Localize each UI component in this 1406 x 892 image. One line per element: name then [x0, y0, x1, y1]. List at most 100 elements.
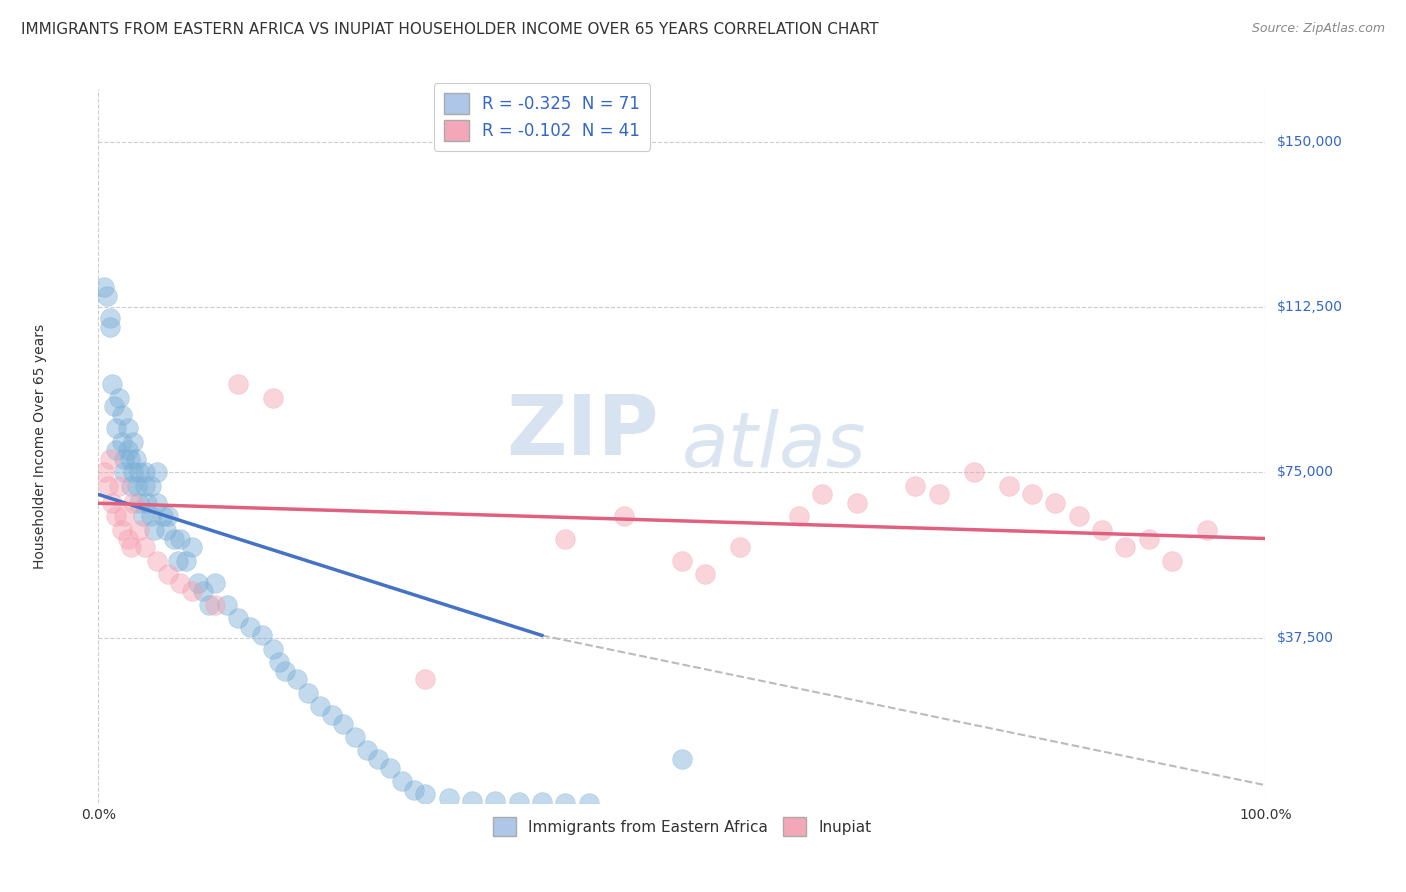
Point — [180, 584, 202, 599]
Point — [125, 478, 148, 492]
Point — [997, 478, 1019, 492]
Text: IMMIGRANTS FROM EASTERN AFRICA VS INUPIAT HOUSEHOLDER INCOME OVER 65 YEARS CORRE: IMMIGRANTS FROM EASTERN AFRICA VS INUPIA… — [21, 22, 879, 37]
Point — [321, 707, 343, 722]
Point — [508, 795, 530, 809]
Point — [356, 743, 378, 757]
Point — [122, 466, 145, 480]
Point — [1021, 487, 1043, 501]
Point — [97, 478, 120, 492]
Point — [262, 391, 284, 405]
Point — [309, 698, 332, 713]
Point — [111, 434, 134, 449]
Point — [1137, 532, 1160, 546]
Point — [128, 496, 150, 510]
Point — [96, 289, 118, 303]
Point — [98, 320, 121, 334]
Point — [285, 673, 308, 687]
Point — [1195, 523, 1218, 537]
Point — [128, 466, 150, 480]
Point — [671, 752, 693, 766]
Point — [118, 452, 141, 467]
Point — [228, 611, 250, 625]
Point — [101, 496, 124, 510]
Point — [152, 509, 174, 524]
Point — [157, 566, 180, 581]
Point — [146, 496, 169, 510]
Point — [108, 391, 131, 405]
Point — [134, 478, 156, 492]
Point — [125, 452, 148, 467]
Point — [98, 311, 121, 326]
Text: Householder Income Over 65 years: Householder Income Over 65 years — [34, 324, 46, 568]
Point — [155, 523, 177, 537]
Point — [846, 496, 869, 510]
Text: $112,500: $112,500 — [1277, 301, 1343, 314]
Point — [269, 655, 291, 669]
Point — [180, 541, 202, 555]
Point — [228, 377, 250, 392]
Point — [578, 796, 600, 810]
Text: ZIP: ZIP — [506, 392, 658, 472]
Point — [1091, 523, 1114, 537]
Point — [928, 487, 950, 501]
Point — [169, 575, 191, 590]
Point — [117, 421, 139, 435]
Point — [554, 796, 576, 810]
Point — [367, 752, 389, 766]
Point — [146, 466, 169, 480]
Point — [671, 553, 693, 567]
Text: $150,000: $150,000 — [1277, 135, 1343, 149]
Point — [93, 466, 115, 480]
Point — [134, 466, 156, 480]
Point — [157, 509, 180, 524]
Point — [112, 509, 135, 524]
Point — [413, 673, 436, 687]
Point — [1161, 553, 1184, 567]
Point — [332, 716, 354, 731]
Point — [554, 532, 576, 546]
Point — [132, 509, 155, 524]
Point — [112, 452, 135, 467]
Point — [104, 443, 127, 458]
Point — [193, 584, 215, 599]
Point — [122, 496, 145, 510]
Point — [108, 478, 131, 492]
Point — [143, 523, 166, 537]
Point — [530, 796, 553, 810]
Point — [380, 760, 402, 774]
Point — [120, 541, 142, 555]
Point — [104, 421, 127, 435]
Point — [904, 478, 927, 492]
Point — [204, 575, 226, 590]
Text: atlas: atlas — [682, 409, 866, 483]
Point — [215, 598, 238, 612]
Point — [112, 466, 135, 480]
Point — [103, 400, 125, 414]
Point — [391, 773, 413, 788]
Point — [169, 532, 191, 546]
Point — [122, 434, 145, 449]
Point — [187, 575, 209, 590]
Point — [484, 795, 506, 809]
Point — [461, 794, 484, 808]
Point — [613, 509, 636, 524]
Point — [402, 782, 425, 797]
Point — [413, 787, 436, 801]
Point — [1045, 496, 1067, 510]
Point — [98, 452, 121, 467]
Point — [101, 377, 124, 392]
Point — [787, 509, 810, 524]
Point — [120, 478, 142, 492]
Point — [146, 553, 169, 567]
Point — [104, 509, 127, 524]
Point — [437, 791, 460, 805]
Point — [136, 496, 159, 510]
Point — [117, 532, 139, 546]
Point — [274, 664, 297, 678]
Point — [262, 641, 284, 656]
Point — [174, 553, 197, 567]
Text: $75,000: $75,000 — [1277, 466, 1333, 479]
Point — [962, 466, 984, 480]
Point — [117, 443, 139, 458]
Point — [111, 408, 134, 422]
